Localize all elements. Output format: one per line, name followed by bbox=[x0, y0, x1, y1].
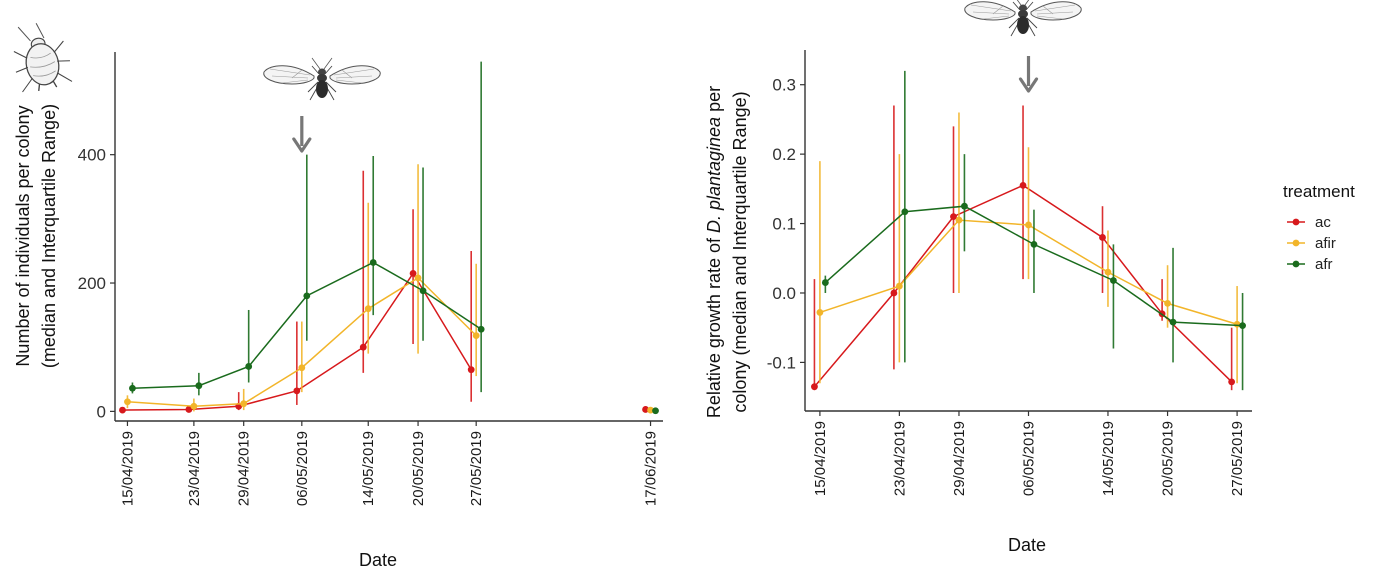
legend-label-ac: ac bbox=[1315, 214, 1331, 231]
right-point-ac bbox=[811, 383, 818, 391]
left-chart: 0 200 400 15/04/2019 23/04/2019 29/04/2019 06… bbox=[13, 52, 663, 570]
left-point-ac bbox=[359, 343, 367, 351]
left-point-afir bbox=[124, 398, 131, 406]
left-panel-background bbox=[66, 44, 693, 549]
right-point-afr bbox=[1030, 240, 1038, 248]
left-point-afr bbox=[195, 382, 203, 390]
left-series-afir bbox=[124, 164, 654, 414]
right-point-afir bbox=[895, 282, 903, 290]
right-series-afr bbox=[821, 70, 1246, 391]
legend: treatment ac afir afr bbox=[1283, 182, 1355, 273]
left-point-afr bbox=[245, 363, 253, 370]
right-point-afir bbox=[1104, 268, 1112, 276]
left-point-afir bbox=[364, 305, 372, 313]
left-point-afir bbox=[240, 400, 248, 408]
right-point-afr bbox=[821, 279, 829, 286]
right-point-ac bbox=[890, 289, 898, 297]
left-point-afir bbox=[647, 406, 654, 414]
right-x-tick-label: 23/04/2019 bbox=[891, 421, 908, 496]
right-x-tick-label: 29/04/2019 bbox=[951, 421, 968, 496]
right-point-afir bbox=[1164, 299, 1171, 307]
left-point-ac bbox=[467, 366, 475, 374]
left-x-tick-label: 27/05/2019 bbox=[468, 431, 485, 506]
left-x-tick-label: 29/04/2019 bbox=[236, 431, 253, 506]
right-y-axis-title-suffix: per bbox=[704, 86, 724, 117]
left-point-afir bbox=[414, 274, 422, 282]
left-point-afr bbox=[477, 325, 485, 333]
left-x-tick-label: 15/04/2019 bbox=[119, 431, 136, 506]
right-point-ac bbox=[1019, 181, 1027, 189]
left-x-axis-title: Date bbox=[359, 550, 397, 570]
right-y-tick-label: 0.0 bbox=[772, 284, 796, 303]
right-x-axis-title: Date bbox=[1008, 535, 1046, 555]
right-x-tick-label: 20/05/2019 bbox=[1160, 421, 1177, 496]
right-x-tick-label: 14/05/2019 bbox=[1100, 421, 1117, 496]
right-point-afir bbox=[816, 309, 824, 316]
left-y-tick-label: 0 bbox=[97, 402, 106, 421]
left-point-afr bbox=[129, 384, 136, 392]
down-arrow-icon bbox=[1018, 77, 1039, 93]
right-y-tick-label: 0.1 bbox=[772, 215, 796, 234]
right-x-tick-label: 27/05/2019 bbox=[1229, 421, 1246, 496]
left-y-tick-label: 400 bbox=[78, 146, 106, 165]
left-point-afr bbox=[303, 292, 311, 300]
right-point-afr bbox=[901, 208, 909, 216]
right-point-afir bbox=[1025, 221, 1032, 229]
right-y-tick-label: -0.1 bbox=[767, 353, 796, 372]
right-point-afr bbox=[1110, 277, 1117, 284]
left-point-ac bbox=[409, 270, 417, 277]
left-point-afir bbox=[190, 402, 198, 410]
left-x-tick-label: 20/05/2019 bbox=[410, 431, 427, 506]
right-point-afr bbox=[1169, 318, 1177, 326]
right-series-afir bbox=[816, 112, 1241, 384]
wingless-aphid-icon bbox=[6, 17, 76, 96]
left-point-ac bbox=[119, 406, 126, 414]
left-point-ac bbox=[293, 387, 301, 395]
right-y-axis-title-prefix: Relative growth rate of bbox=[704, 233, 724, 418]
right-panel-background bbox=[762, 36, 1292, 563]
right-y-tick-label: 0.2 bbox=[772, 145, 796, 164]
left-point-ac bbox=[185, 406, 193, 413]
left-point-afr bbox=[369, 259, 377, 266]
right-point-afr bbox=[961, 202, 968, 210]
right-x-tick-label: 15/04/2019 bbox=[812, 421, 829, 496]
winged-aphid-icon bbox=[964, 0, 1082, 37]
right-point-ac bbox=[1228, 378, 1236, 386]
left-series-ac bbox=[119, 170, 649, 414]
right-point-afr bbox=[1239, 322, 1246, 330]
right-point-ac bbox=[950, 213, 957, 221]
left-x-tick-label: 06/05/2019 bbox=[294, 431, 311, 506]
legend-key-point-afr bbox=[1292, 260, 1300, 268]
left-point-afir bbox=[472, 332, 480, 340]
right-point-ac bbox=[1099, 234, 1106, 241]
left-point-ac bbox=[642, 406, 649, 413]
right-point-afir bbox=[955, 216, 963, 224]
left-series-afr bbox=[129, 61, 659, 415]
right-y-tick-label: 0.3 bbox=[772, 76, 796, 95]
left-x-tick-label: 14/05/2019 bbox=[360, 431, 377, 506]
left-x-tick-label: 17/06/2019 bbox=[643, 431, 660, 506]
left-point-afr bbox=[419, 287, 427, 295]
legend-label-afr: afr bbox=[1315, 256, 1333, 273]
left-x-tick-label: 23/04/2019 bbox=[186, 431, 203, 506]
legend-label-afir: afir bbox=[1315, 235, 1336, 252]
legend-key-point-afir bbox=[1292, 239, 1300, 247]
left-y-axis-title-line2: (median and Interquartile Range) bbox=[39, 104, 59, 368]
down-arrow-icon bbox=[292, 137, 312, 153]
right-chart: -0.1 0.0 0.1 0.2 0.3 15/04/2019 23/04/2019 29/… bbox=[704, 50, 1252, 555]
right-y-axis-title-line1: Relative growth rate of D. plantaginea p… bbox=[704, 86, 724, 418]
right-y-axis-title-species: D. plantaginea bbox=[704, 117, 724, 233]
left-y-axis-title-line1: Number of individuals per colony bbox=[13, 105, 33, 366]
left-point-afir bbox=[298, 364, 306, 372]
right-x-tick-label: 06/05/2019 bbox=[1021, 421, 1038, 496]
right-y-axis-title-line2: colony (median and Interquartile Range) bbox=[730, 91, 750, 412]
legend-title: treatment bbox=[1283, 182, 1355, 201]
legend-key-point-ac bbox=[1292, 218, 1300, 226]
left-y-tick-label: 200 bbox=[78, 274, 106, 293]
left-point-afr bbox=[652, 407, 659, 415]
